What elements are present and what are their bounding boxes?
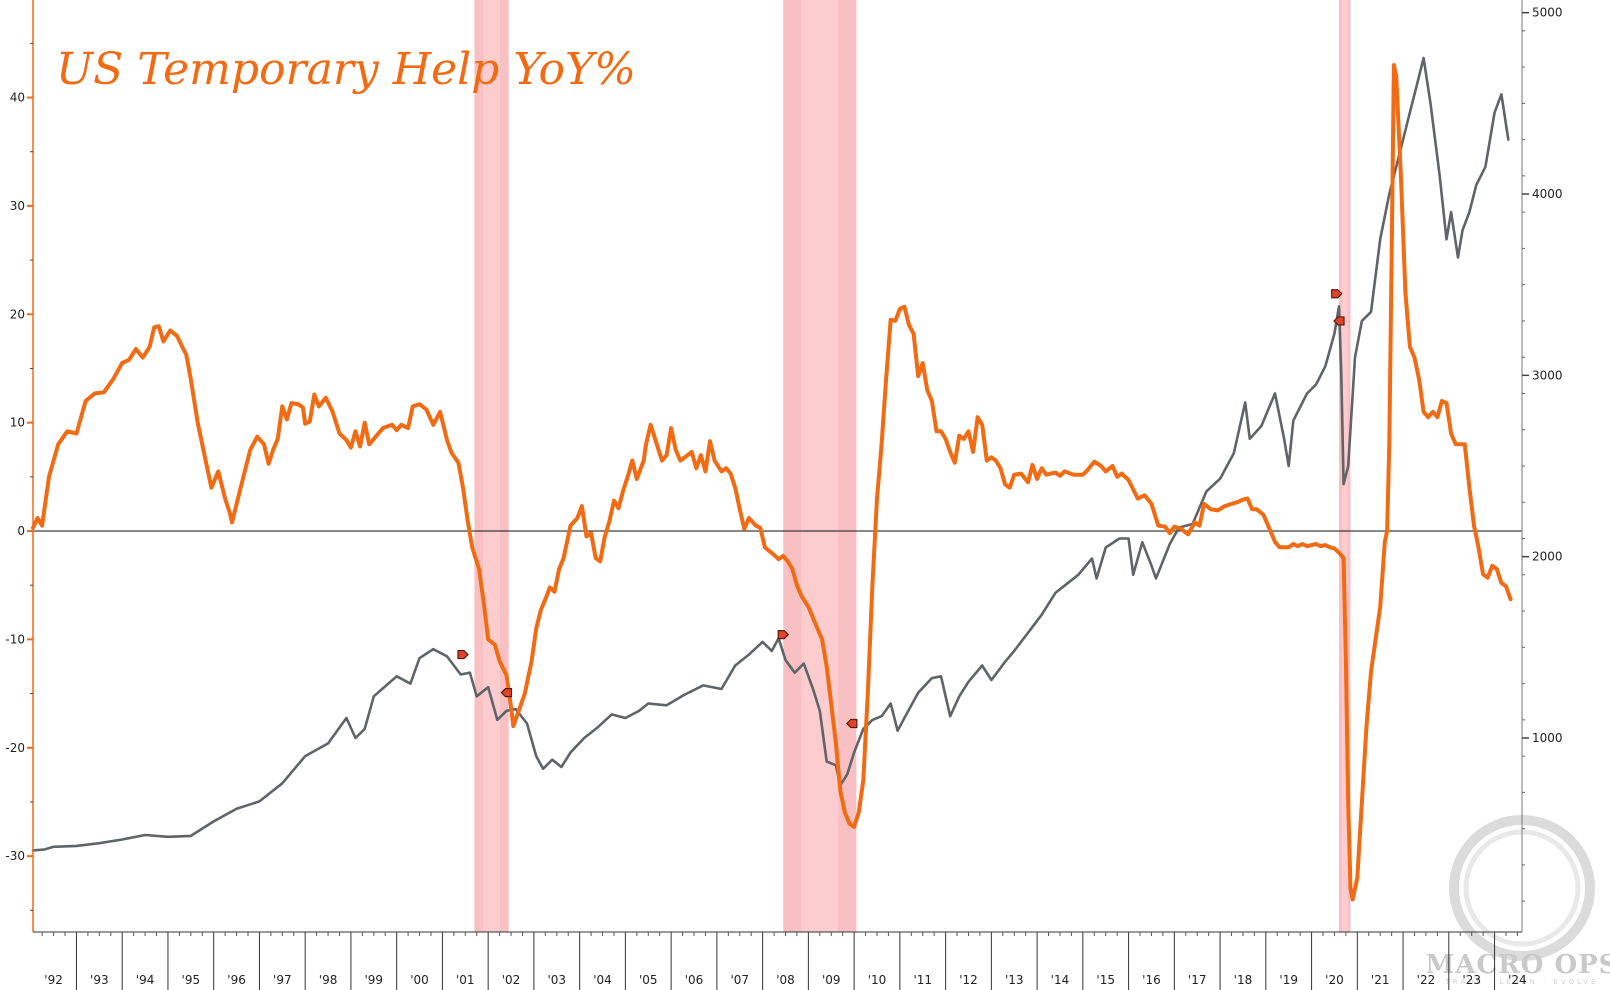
left-tick-label: -20 (5, 741, 25, 755)
x-year-label: '95 (182, 973, 201, 987)
recession-band-highlight-0 (483, 0, 501, 932)
right-tick-label: 4000 (1532, 187, 1563, 201)
right-tick-label: 5000 (1532, 6, 1563, 20)
x-year-label: '99 (365, 973, 384, 987)
left-tick-label: 40 (10, 91, 25, 105)
x-year-label: '22 (1417, 973, 1436, 987)
signal-marker-1 (500, 688, 513, 698)
x-axis: '92 '93 '94 '95 '96 '97 '98 '99 '00 '01 '02 '03 '04 '… (33, 931, 1527, 990)
macro-ops-logo: MACRO OPS TRADE · LEARN · EVOLVE (1426, 815, 1610, 986)
recession-shading-layer (474, 0, 1351, 932)
x-year-label: '23 (1462, 973, 1481, 987)
x-year-label: '96 (227, 973, 246, 987)
x-year-label: '20 (1325, 973, 1344, 987)
left-tick-label: -10 (5, 632, 25, 646)
x-year-label: '02 (502, 973, 521, 987)
signal-marker-4 (1331, 289, 1343, 299)
x-year-label: '94 (136, 973, 155, 987)
x-year-label: '10 (868, 973, 887, 987)
signal-marker-2 (777, 630, 790, 640)
recession-band-highlight-1 (801, 0, 839, 932)
x-year-label: '06 (685, 973, 704, 987)
right-axis: 5000 4000 3000 2000 1000 (1521, 0, 1563, 932)
x-year-label: '19 (1279, 973, 1298, 987)
x-year-label: '12 (959, 973, 978, 987)
x-year-label: '24 (1508, 973, 1527, 987)
x-year-label: '05 (639, 973, 658, 987)
x-year-label: '21 (1371, 973, 1390, 987)
x-year-label: '17 (1188, 973, 1207, 987)
x-year-label: '09 (822, 973, 841, 987)
spx-series (31, 56, 1510, 852)
temp-help-yoy-line (31, 63, 1513, 902)
temp-help-series (31, 63, 1513, 902)
logo-text: MACRO OPS (1426, 950, 1610, 980)
x-year-label: '04 (593, 973, 612, 987)
x-year-label: '16 (1142, 973, 1161, 987)
logo-subtext: TRADE · LEARN · EVOLVE (1445, 978, 1599, 986)
signal-marker-5 (1333, 316, 1345, 326)
x-year-label: '00 (410, 973, 429, 987)
x-year-label: '08 (776, 973, 795, 987)
x-year-label: '11 (913, 973, 932, 987)
left-axis: 40 30 20 10 0 -10 -20 -30 (5, 0, 34, 932)
left-tick-label: 10 (10, 416, 25, 430)
x-year-label: '01 (456, 973, 475, 987)
x-year-label: '97 (273, 973, 292, 987)
left-tick-label: -30 (5, 849, 25, 863)
right-tick-label: 1000 (1532, 731, 1563, 745)
left-tick-label: 0 (17, 524, 25, 538)
recession-band-highlight-2 (1341, 0, 1348, 932)
x-year-label: '15 (1096, 973, 1115, 987)
signal-markers (457, 289, 1345, 729)
x-year-label: '98 (319, 973, 338, 987)
left-tick-label: 20 (10, 307, 25, 321)
left-tick-label: 30 (10, 199, 25, 213)
spx-line (31, 56, 1510, 852)
x-year-label: '13 (1005, 973, 1024, 987)
x-year-label: '07 (730, 973, 749, 987)
x-year-label: '14 (1051, 973, 1070, 987)
right-tick-label: 2000 (1532, 550, 1563, 564)
right-tick-label: 3000 (1532, 368, 1563, 382)
chart-title: US Temporary Help YoY% (56, 44, 636, 95)
signal-marker-3 (845, 718, 858, 729)
x-year-label: '92 (44, 973, 63, 987)
signal-marker-0 (457, 649, 469, 660)
x-year-label: '03 (547, 973, 566, 987)
x-year-label: '18 (1234, 973, 1253, 987)
x-year-label: '93 (90, 973, 109, 987)
